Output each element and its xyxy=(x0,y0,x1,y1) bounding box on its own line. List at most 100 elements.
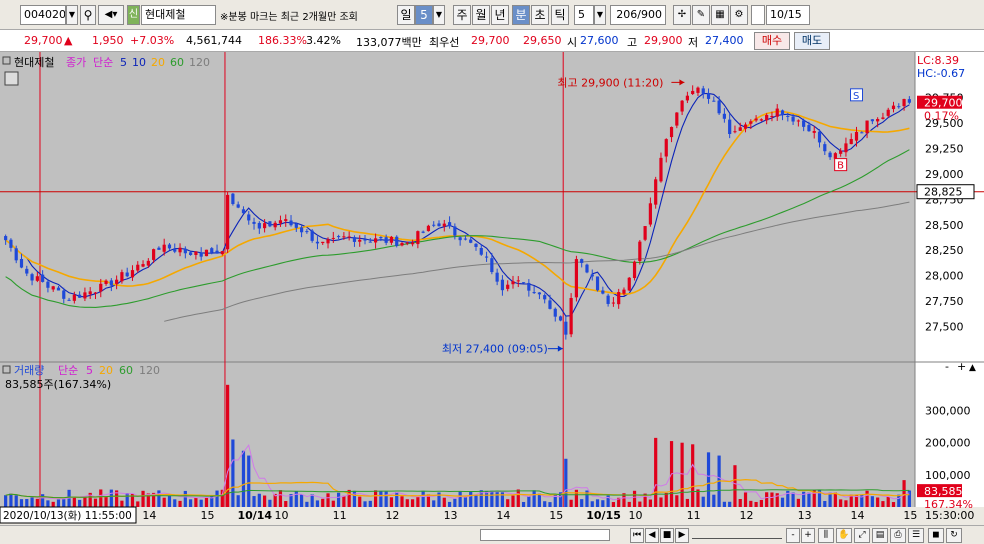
volume-bar xyxy=(447,501,452,507)
data-count-field[interactable]: 206/900 xyxy=(610,5,666,25)
interval-dropdown[interactable]: ▼ xyxy=(594,5,606,25)
candle-body xyxy=(136,264,140,271)
crosshair-tool-button[interactable]: ✢ xyxy=(673,5,691,25)
chevron-down-icon: ▼ xyxy=(596,10,604,19)
stop-button[interactable]: ■ xyxy=(660,528,674,543)
candle xyxy=(627,276,631,292)
volume-bar xyxy=(226,384,230,507)
period-day-count[interactable]: 5 xyxy=(415,5,433,25)
high-arrow-icon xyxy=(679,79,685,86)
print-button[interactable]: ⎙ xyxy=(890,528,906,543)
candle xyxy=(120,269,124,284)
stock-chart[interactable]: 최고 29,900 (11:20) 최저 27,400 (09:05) S B 현대제철… xyxy=(0,52,984,525)
period-tick-button[interactable]: 틱 xyxy=(551,5,569,25)
fit-button[interactable]: ⤢ xyxy=(854,528,870,543)
volume-bar xyxy=(490,490,494,507)
volume-bar xyxy=(484,491,489,507)
volume-bar xyxy=(167,495,172,507)
refresh-button[interactable]: ↻ xyxy=(946,528,962,543)
candle-body xyxy=(146,260,150,266)
settings-button[interactable]: ⚙ xyxy=(730,5,748,25)
vol-ma20-line xyxy=(5,478,910,499)
code-dropdown-button[interactable]: ▼ xyxy=(66,5,78,25)
candle-body xyxy=(532,292,536,294)
zoom-out-button[interactable]: - xyxy=(786,528,800,543)
date-checkbox[interactable] xyxy=(751,5,765,25)
candle xyxy=(495,268,499,286)
candle xyxy=(839,148,843,157)
candle xyxy=(696,86,700,97)
volume-bar xyxy=(210,495,214,507)
candle xyxy=(484,251,489,262)
period-day-dropdown[interactable]: ▼ xyxy=(433,5,445,25)
volume-bar xyxy=(537,493,542,507)
candle-body xyxy=(595,276,600,291)
candle-body xyxy=(347,236,351,238)
candle-body xyxy=(78,294,82,298)
volume-bar xyxy=(458,491,462,507)
save-button[interactable]: ◼ xyxy=(928,528,944,543)
period-minute-button[interactable]: 분 xyxy=(512,5,530,25)
zoom-in-button[interactable]: + xyxy=(801,528,815,543)
grid-button[interactable]: ▤ xyxy=(872,528,888,543)
candle-body xyxy=(4,236,8,241)
search-button[interactable]: ⚲ xyxy=(80,5,96,25)
candle-body xyxy=(564,321,568,335)
scroll-track[interactable] xyxy=(480,529,610,541)
ma120-line xyxy=(164,201,910,322)
candle-body xyxy=(469,239,473,243)
candle-body xyxy=(173,249,177,252)
candle xyxy=(257,221,261,234)
volume-bar xyxy=(680,442,684,507)
candle-body xyxy=(585,264,589,273)
volume-bar xyxy=(46,500,50,507)
hc-label: HC:-0.67 xyxy=(917,67,965,80)
candle xyxy=(93,291,98,300)
candle xyxy=(194,251,198,260)
period-week-button[interactable]: 주 xyxy=(453,5,471,25)
pan-button[interactable]: ✋ xyxy=(836,528,852,543)
candle xyxy=(617,288,621,309)
volume-bar xyxy=(416,496,420,507)
pane-minimize-icon: - xyxy=(945,360,949,373)
candle xyxy=(410,239,415,247)
candle xyxy=(368,238,372,243)
price-y-tick: 27,500 xyxy=(925,320,964,333)
volume-bar xyxy=(305,501,309,507)
candle xyxy=(754,115,758,123)
candle xyxy=(326,237,330,249)
candle xyxy=(548,294,552,310)
candle xyxy=(35,272,39,283)
candle xyxy=(844,137,848,157)
zoom-slider[interactable] xyxy=(692,531,782,539)
chart-type-button[interactable]: ⫼ xyxy=(818,528,834,543)
stock-name-field[interactable]: 현대제철 xyxy=(141,5,216,25)
candle-body xyxy=(432,224,436,226)
period-month-button[interactable]: 월 xyxy=(472,5,490,25)
pane-menu-icon xyxy=(4,71,19,86)
volume-bar xyxy=(553,494,557,507)
scroll-left-button[interactable]: ◀ xyxy=(645,528,659,543)
sell-button[interactable]: 매도 xyxy=(794,32,830,50)
list-button[interactable]: ☰ xyxy=(908,528,924,543)
scroll-right-button[interactable]: ▶ xyxy=(675,528,689,543)
candle xyxy=(373,233,378,249)
drawing-tool-button[interactable]: ✎ xyxy=(692,5,710,25)
period-second-button[interactable]: 초 xyxy=(531,5,549,25)
stock-code-input[interactable]: 004020 xyxy=(20,5,66,25)
volume-bar xyxy=(152,492,156,507)
candle xyxy=(527,279,531,297)
scroll-first-button[interactable]: ⏮ xyxy=(630,528,644,543)
period-year-button[interactable]: 년 xyxy=(491,5,509,25)
candle xyxy=(669,126,674,143)
interval-select[interactable]: 5 xyxy=(574,5,594,25)
period-day-button[interactable]: 일 xyxy=(397,5,415,25)
candle-body xyxy=(812,131,816,133)
candle-body xyxy=(88,291,92,295)
buy-button[interactable]: 매수 xyxy=(754,32,790,50)
sound-button[interactable]: ◀▾ xyxy=(98,5,124,25)
candle xyxy=(881,112,885,120)
candle xyxy=(891,101,896,113)
indicator-button[interactable]: ▦ xyxy=(711,5,729,25)
date-field[interactable]: 10/15 xyxy=(766,5,810,25)
